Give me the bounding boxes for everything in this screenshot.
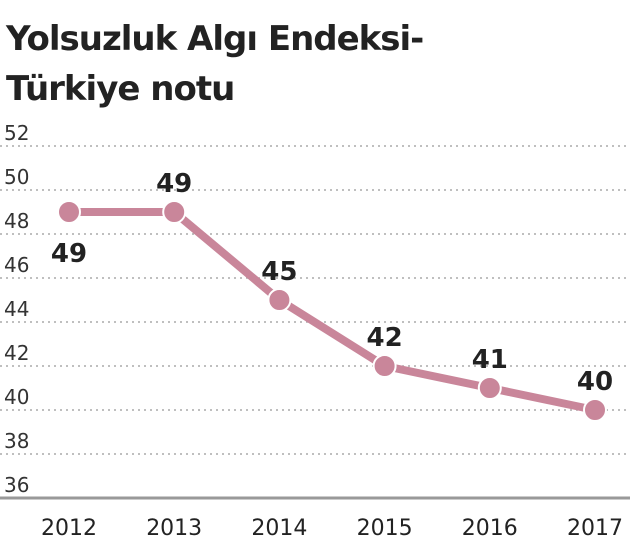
value-label: 42 [367, 323, 403, 353]
point [372, 354, 397, 378]
x-tick-label: 2016 [462, 516, 518, 541]
y-tick-label: 42 [4, 341, 29, 365]
point [162, 200, 187, 224]
y-tick-label: 52 [4, 121, 29, 145]
chart-title: Türkiye notu [6, 69, 234, 109]
point [57, 200, 81, 224]
y-tick-label: 48 [4, 209, 29, 233]
value-label: 49 [51, 239, 87, 269]
value-label: 40 [577, 367, 613, 397]
x-tick-label: 2014 [251, 516, 307, 541]
y-tick-label: 50 [4, 165, 29, 189]
point [583, 398, 607, 422]
x-tick-label: 2012 [41, 516, 97, 541]
y-tick-label: 46 [4, 253, 29, 277]
y-tick-label: 38 [4, 429, 29, 453]
x-tick-label: 2017 [567, 516, 623, 541]
y-tick-label: 36 [4, 473, 29, 497]
line [69, 208, 596, 414]
value-label: 49 [156, 169, 192, 199]
x-tick-label: 2015 [357, 516, 413, 541]
value-label: 41 [472, 345, 508, 375]
y-tick-label: 40 [4, 385, 29, 409]
x-tick-label: 2013 [146, 516, 202, 541]
y-tick-label: 44 [4, 297, 29, 321]
point [477, 376, 502, 400]
chart-title: Yolsuzluk Algı Endeksi- [5, 19, 423, 59]
point [267, 288, 292, 312]
value-label: 45 [261, 257, 297, 287]
